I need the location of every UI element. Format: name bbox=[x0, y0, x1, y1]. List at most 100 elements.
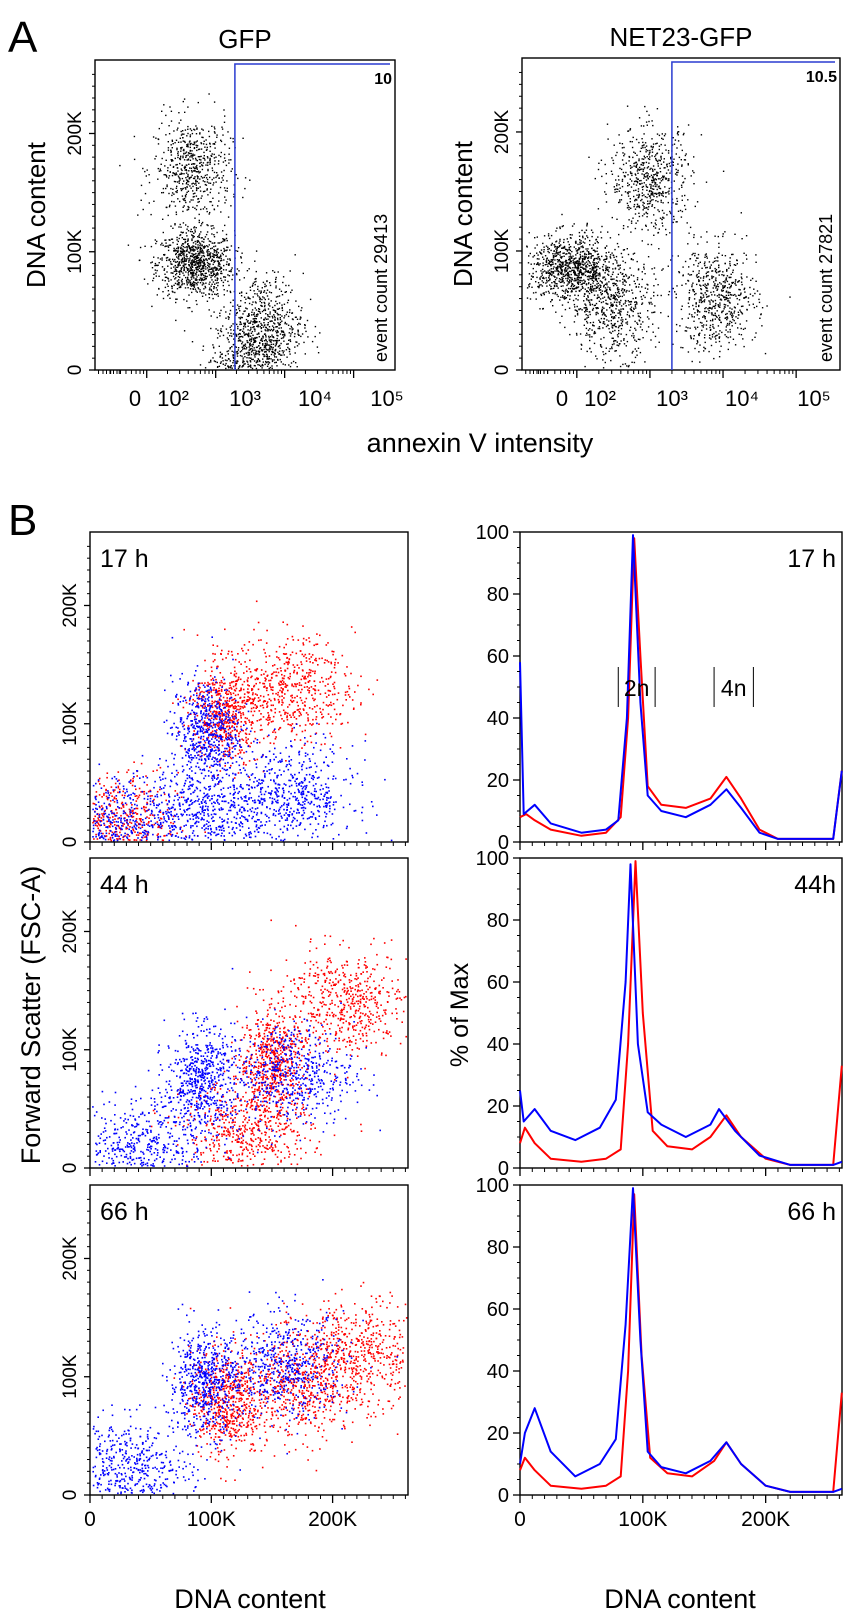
scatter-point bbox=[650, 222, 653, 224]
scatter-point bbox=[183, 258, 186, 260]
scatter-point bbox=[216, 316, 218, 319]
scatter-point bbox=[262, 358, 264, 360]
scatter-point bbox=[246, 361, 249, 363]
scatter-point bbox=[573, 246, 575, 248]
scatter-point bbox=[171, 147, 173, 149]
scatter-point bbox=[662, 192, 664, 195]
scatter-point bbox=[191, 263, 193, 265]
scatter-point bbox=[188, 268, 190, 270]
scatter-point bbox=[219, 335, 221, 337]
scatter-point bbox=[574, 265, 576, 267]
scatter-point bbox=[175, 211, 177, 213]
scatter-point bbox=[538, 284, 541, 286]
scatter-point bbox=[661, 209, 664, 212]
scatter-point bbox=[701, 329, 703, 332]
scatter-point bbox=[660, 201, 662, 203]
scatter-point bbox=[714, 283, 716, 285]
scatter-point bbox=[654, 185, 656, 187]
scatter-point bbox=[192, 272, 194, 274]
scatter-point bbox=[231, 346, 233, 348]
scatter-point bbox=[651, 151, 654, 153]
scatter-point bbox=[650, 167, 652, 170]
scatter-point bbox=[721, 331, 723, 334]
scatter-point bbox=[606, 309, 608, 311]
scatter-point bbox=[176, 256, 178, 258]
scatter-point bbox=[284, 322, 286, 325]
scatter-point bbox=[598, 300, 601, 302]
scatter-point bbox=[584, 303, 586, 305]
scatter-point bbox=[630, 186, 633, 188]
scatter-point bbox=[712, 300, 714, 302]
scatter-point bbox=[703, 324, 705, 326]
scatter-point bbox=[239, 336, 241, 338]
scatter-point bbox=[637, 205, 639, 207]
scatter-point bbox=[220, 241, 223, 244]
scatter-point bbox=[193, 177, 196, 180]
scatter-point bbox=[589, 304, 591, 306]
scatter-point bbox=[643, 206, 645, 208]
scatter-point bbox=[200, 155, 202, 158]
scatter-point bbox=[583, 256, 586, 258]
scatter-point bbox=[183, 148, 185, 151]
scatter-point bbox=[579, 243, 581, 245]
scatter-point bbox=[587, 248, 589, 250]
scatter-point bbox=[704, 316, 706, 318]
scatter-point bbox=[216, 231, 218, 234]
scatter-point bbox=[704, 261, 706, 263]
scatter-point bbox=[314, 335, 316, 338]
scatter-point bbox=[545, 260, 548, 262]
scatter-point bbox=[726, 275, 729, 277]
scatter-point bbox=[212, 253, 214, 255]
scatter-point bbox=[592, 273, 594, 275]
scatter-point bbox=[185, 266, 188, 269]
scatter-point bbox=[247, 297, 249, 299]
scatter-point bbox=[608, 350, 610, 352]
scatter-point bbox=[677, 255, 679, 257]
scatter-point bbox=[696, 257, 698, 259]
scatter-point bbox=[615, 283, 617, 285]
scatter-point bbox=[591, 303, 594, 306]
scatter-point bbox=[625, 345, 627, 347]
scatter-point bbox=[192, 245, 194, 247]
scatter-point bbox=[251, 348, 253, 350]
scatter-point bbox=[554, 279, 557, 281]
scatter-point bbox=[691, 314, 693, 316]
scatter-point bbox=[600, 338, 602, 340]
scatter-point bbox=[709, 301, 711, 303]
scatter-point bbox=[587, 263, 589, 265]
scatter-point bbox=[258, 350, 261, 353]
scatter-point bbox=[617, 295, 619, 297]
scatter-point bbox=[595, 302, 598, 305]
scatter-point bbox=[640, 164, 643, 166]
scatter-point bbox=[236, 362, 238, 364]
scatter-point bbox=[603, 336, 605, 339]
scatter-point bbox=[223, 238, 225, 241]
scatter-point bbox=[198, 258, 201, 261]
scatter-point bbox=[174, 181, 177, 183]
scatter-point bbox=[696, 326, 699, 328]
scatter-point bbox=[581, 245, 584, 247]
scatter-point bbox=[746, 308, 748, 311]
scatter-point bbox=[550, 249, 552, 252]
scatter-point bbox=[195, 125, 197, 127]
scatter-point bbox=[253, 352, 255, 354]
scatter-point bbox=[265, 318, 268, 320]
scatter-point bbox=[252, 358, 254, 361]
scatter-point bbox=[704, 310, 706, 313]
scatter-point bbox=[189, 149, 191, 152]
scatter-point bbox=[569, 277, 572, 279]
scatter-point bbox=[552, 255, 555, 257]
scatter-point bbox=[587, 334, 589, 336]
scatter-point bbox=[197, 268, 199, 271]
scatter-point bbox=[194, 217, 196, 219]
scatter-point bbox=[237, 327, 239, 330]
scatter-point bbox=[620, 308, 622, 310]
scatter-point bbox=[179, 162, 181, 165]
scatter-point bbox=[557, 267, 559, 269]
scatter-point bbox=[225, 255, 227, 257]
scatter-point bbox=[208, 293, 211, 295]
scatter-point bbox=[201, 268, 203, 270]
scatter-point bbox=[575, 266, 577, 269]
scatter-point bbox=[642, 321, 644, 323]
scatter-point bbox=[168, 125, 170, 127]
